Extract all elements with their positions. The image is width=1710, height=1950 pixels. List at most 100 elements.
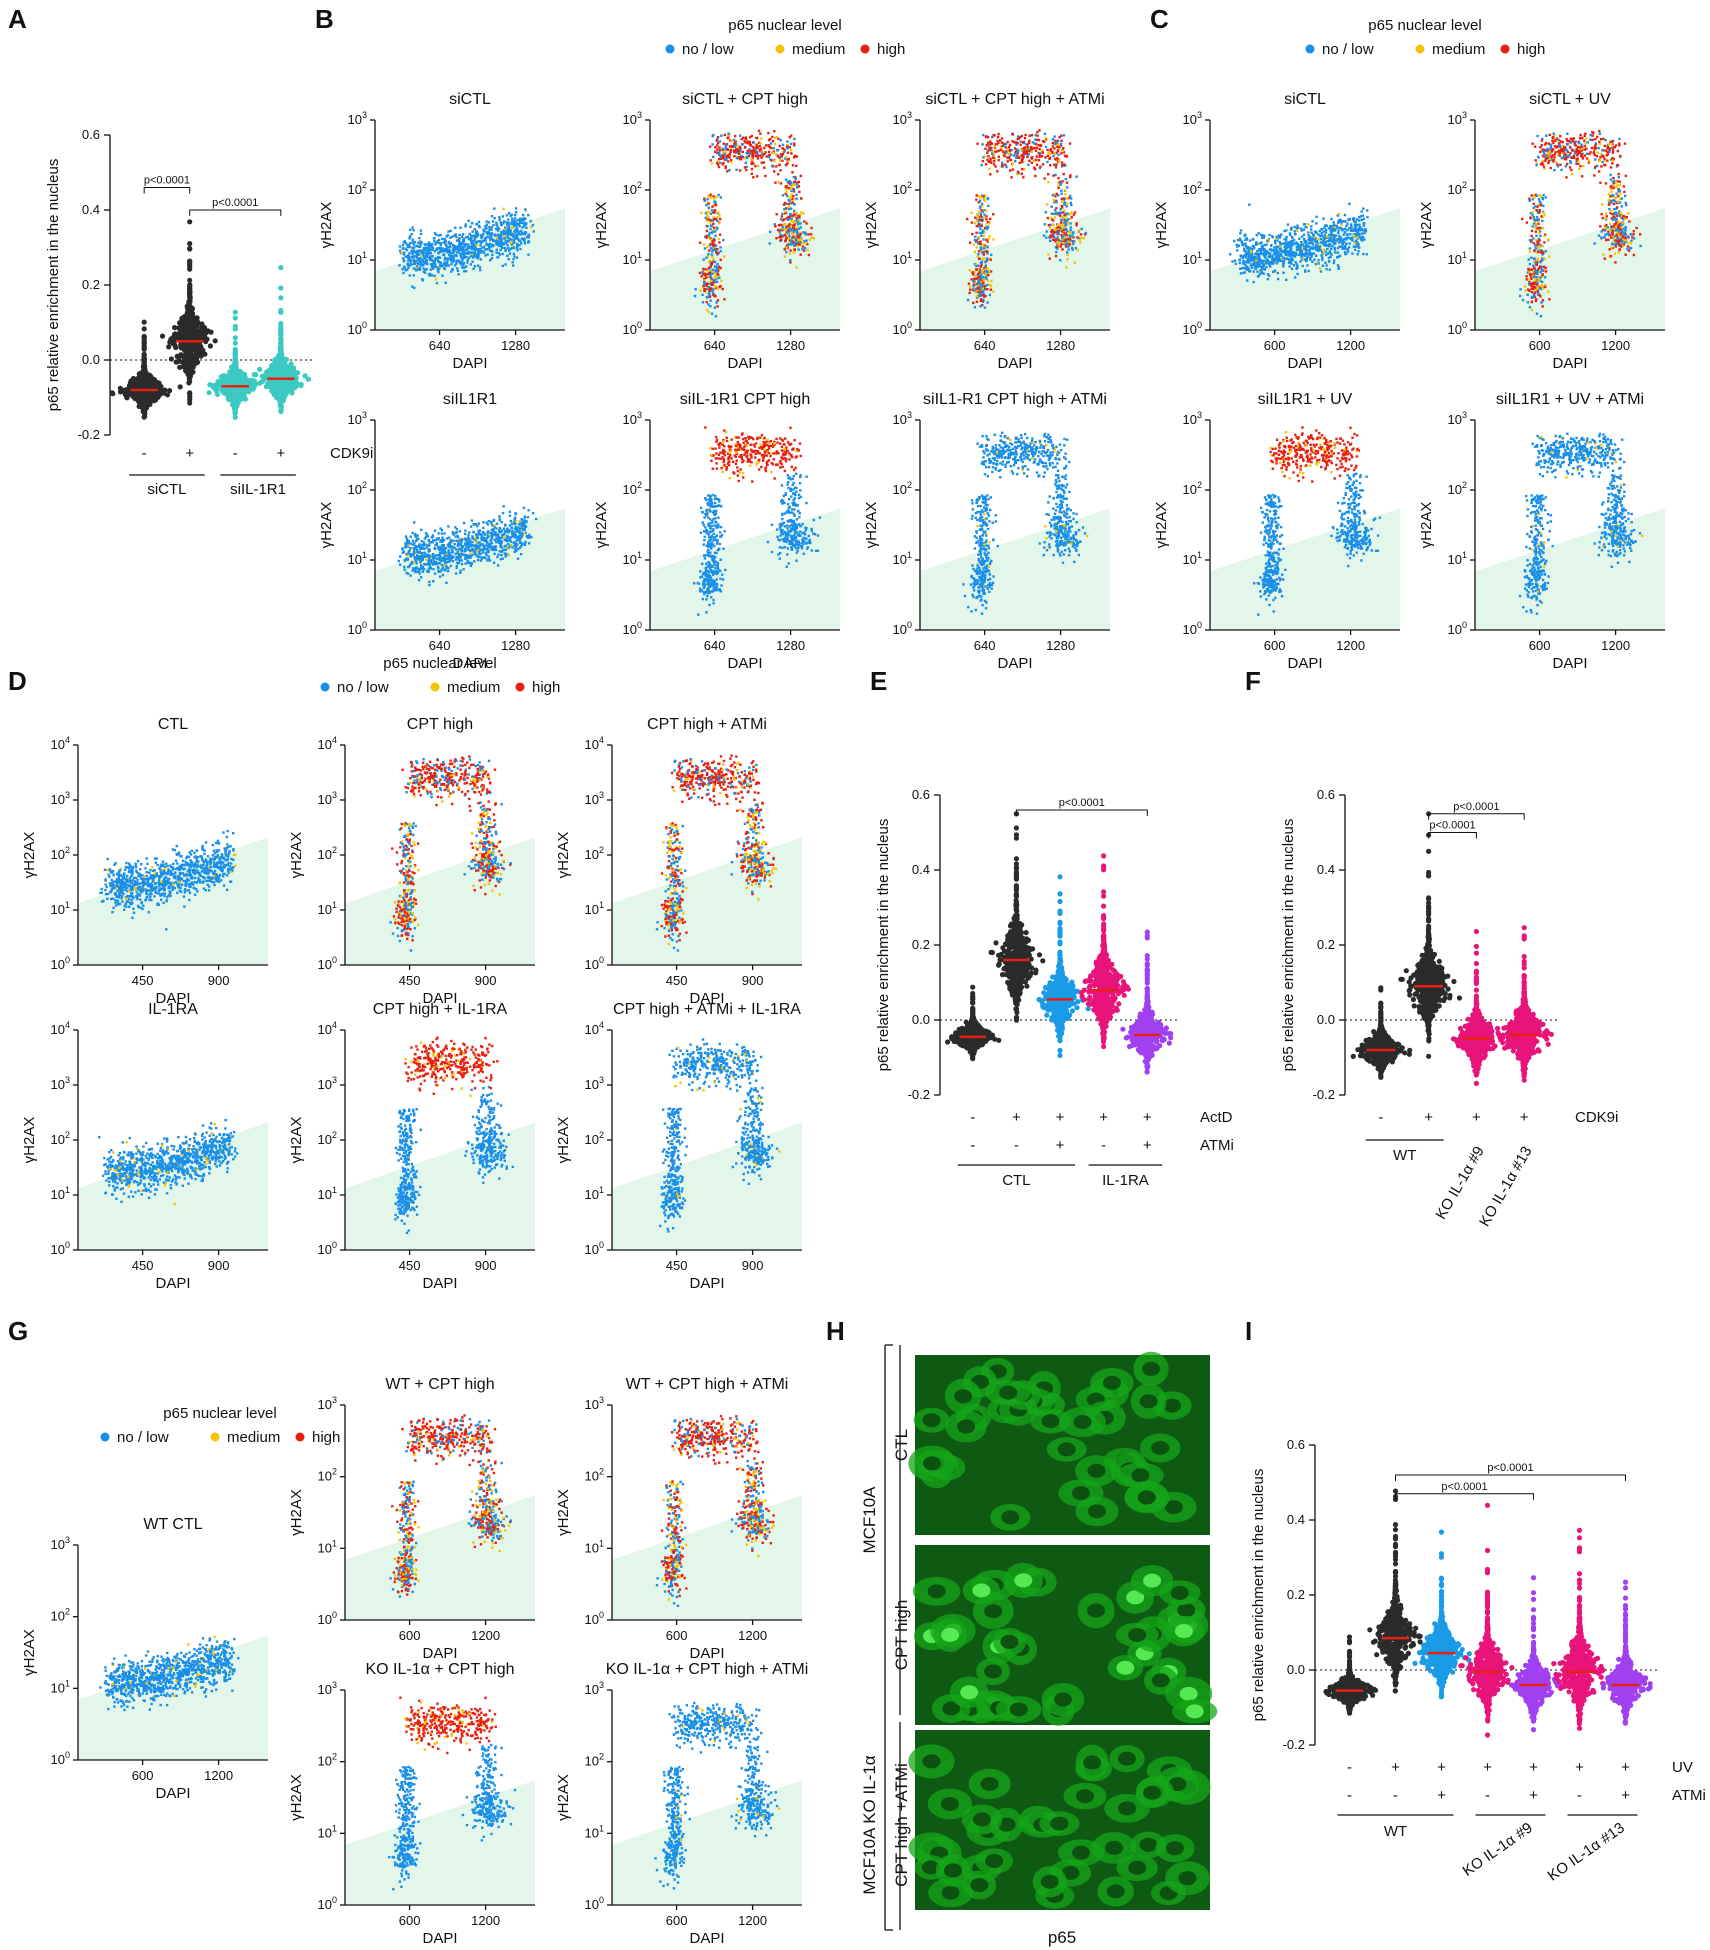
- D2-ytick: 104: [585, 735, 604, 752]
- D4-ytick: 100: [318, 1240, 337, 1257]
- G2-title: WT + CPT high + ATMi: [626, 1376, 789, 1393]
- D0-xlabel: DAPI: [155, 990, 190, 1007]
- D-legend-dot-medium: [430, 682, 440, 692]
- I-sign: -: [1577, 1787, 1582, 1804]
- B0-xlabel: DAPI: [452, 355, 487, 372]
- D1-points: [389, 755, 513, 952]
- F-pval: p<0.0001: [1453, 801, 1499, 813]
- B3-points: [397, 505, 538, 587]
- B0-plot: siCTL 100 101 102 103 640 1280 DAPI γH2AX: [318, 91, 565, 372]
- I-sign: +: [1437, 1787, 1446, 1804]
- B0-ytick: 101: [348, 250, 367, 267]
- panel-label-B: B: [315, 4, 334, 34]
- C3-xtick: 1200: [1601, 638, 1630, 653]
- D0-xtick: 450: [132, 973, 154, 988]
- D-legend-title: p65 nuclear level: [383, 655, 496, 672]
- B-legend-medium: medium: [792, 41, 845, 58]
- C1-ytick: 103: [1448, 110, 1467, 127]
- I-sign: -: [1347, 1787, 1352, 1804]
- panel-label-E: E: [870, 666, 887, 696]
- I-column: [1412, 1529, 1472, 1700]
- C2-ylabel: γH2AX: [1153, 502, 1170, 549]
- B0-xtick: 1280: [501, 338, 530, 353]
- G2-xtick: 1200: [738, 1628, 767, 1643]
- C2-gate-zone: [1210, 508, 1400, 630]
- D2-ytick: 101: [585, 900, 604, 917]
- H-micrographs: MCF10A CTL CPT high MCF10A KO IL-1α CPT high…: [860, 1344, 1218, 1947]
- B3-ylabel: γH2AX: [318, 502, 335, 549]
- E-group: IL-1RA: [1102, 1172, 1149, 1189]
- B1-xtick: 640: [704, 338, 726, 353]
- I-sign: +: [1391, 1759, 1400, 1776]
- D-legend-dot-high: [515, 682, 525, 692]
- F-ytick: -0.2: [1313, 1087, 1335, 1102]
- D4-title: CPT high + IL-1RA: [373, 1001, 508, 1018]
- C2-points: [1253, 426, 1382, 616]
- C2-xlabel: DAPI: [1287, 655, 1322, 672]
- G0-title: WT CTL: [143, 1516, 202, 1533]
- C2-ytick: 102: [1183, 480, 1202, 497]
- G2-ytick: 100: [585, 1610, 604, 1627]
- E-pval: p<0.0001: [1059, 797, 1105, 809]
- C-legend-dot-high: [1500, 44, 1510, 54]
- C-legend: p65 nuclear level no / low medium high: [1305, 17, 1545, 58]
- I-sign: +: [1529, 1759, 1538, 1776]
- B2-title: siCTL + CPT high + ATMi: [925, 91, 1104, 108]
- A-column: [109, 319, 183, 420]
- I-column: [1367, 1488, 1423, 1694]
- A-ytick: 0.4: [82, 202, 100, 217]
- B-legend-dot-high: [860, 44, 870, 54]
- D2-points: [655, 754, 778, 952]
- B3-title: siIL1R1: [443, 391, 497, 408]
- E-sign: +: [1056, 1137, 1065, 1154]
- A-pval: p<0.0001: [212, 197, 258, 209]
- D1-xlabel: DAPI: [422, 990, 457, 1007]
- D0-ytick: 102: [51, 845, 70, 862]
- B2-ytick: 103: [893, 110, 912, 127]
- C3-title: siIL1R1 + UV + ATMi: [1496, 391, 1644, 408]
- G-legend-no_low: no / low: [117, 1429, 169, 1446]
- G-legend-medium: medium: [227, 1429, 280, 1446]
- C-legend-medium: medium: [1432, 41, 1485, 58]
- D5-ytick: 101: [585, 1185, 604, 1202]
- D4-points: [394, 1036, 514, 1235]
- I-ytick: 0.6: [1287, 1437, 1305, 1452]
- B3-ytick: 103: [348, 410, 367, 427]
- I-sign: +: [1621, 1787, 1630, 1804]
- G4-points: [654, 1701, 781, 1890]
- C0-ytick: 102: [1183, 180, 1202, 197]
- D5-xlabel: DAPI: [689, 1275, 724, 1292]
- E-column: [1120, 929, 1174, 1075]
- B2-plot: siCTL + CPT high + ATMi 100 101 102 103 640 12…: [863, 91, 1110, 372]
- H-stain-label: p65: [1048, 1928, 1076, 1947]
- D2-xlabel: DAPI: [689, 990, 724, 1007]
- B2-ytick: 101: [893, 250, 912, 267]
- D0-ytick: 101: [51, 900, 70, 917]
- D5-xtick: 900: [742, 1258, 764, 1273]
- D0-xtick: 900: [208, 973, 230, 988]
- D1-ytick: 104: [318, 735, 337, 752]
- G4-ytick: 102: [585, 1752, 604, 1769]
- E-column: [945, 984, 1002, 1062]
- G-legend: p65 nuclear level no / low medium high: [100, 1405, 340, 1446]
- F-sign: -: [1378, 1109, 1383, 1126]
- C-legend-dot-no_low: [1305, 44, 1315, 54]
- I-column: [1551, 1527, 1606, 1731]
- F-ytick: 0.2: [1317, 937, 1335, 952]
- C3-points: [1518, 432, 1644, 615]
- C0-ytick: 100: [1183, 320, 1202, 337]
- D2-ytick: 103: [585, 790, 604, 807]
- G4-plot: KO IL-1α + CPT high + ATMi 100 101 102 103 60…: [555, 1661, 808, 1947]
- A-plot: 0.6 0.4 0.2 0.0 -0.2 p65 relative enrichment …: [45, 127, 373, 498]
- G4-gate-zone: [612, 1780, 802, 1905]
- B2-xtick: 640: [974, 338, 996, 353]
- I-ytick: 0.2: [1287, 1587, 1305, 1602]
- B5-points: [962, 431, 1089, 615]
- B2-xtick: 1280: [1046, 338, 1075, 353]
- D3-ytick: 100: [51, 1240, 70, 1257]
- D4-ytick: 104: [318, 1020, 337, 1037]
- B-legend-dot-medium: [775, 44, 785, 54]
- I-column: [1600, 1579, 1653, 1726]
- B0-ytick: 103: [348, 110, 367, 127]
- B5-xtick: 1280: [1046, 638, 1075, 653]
